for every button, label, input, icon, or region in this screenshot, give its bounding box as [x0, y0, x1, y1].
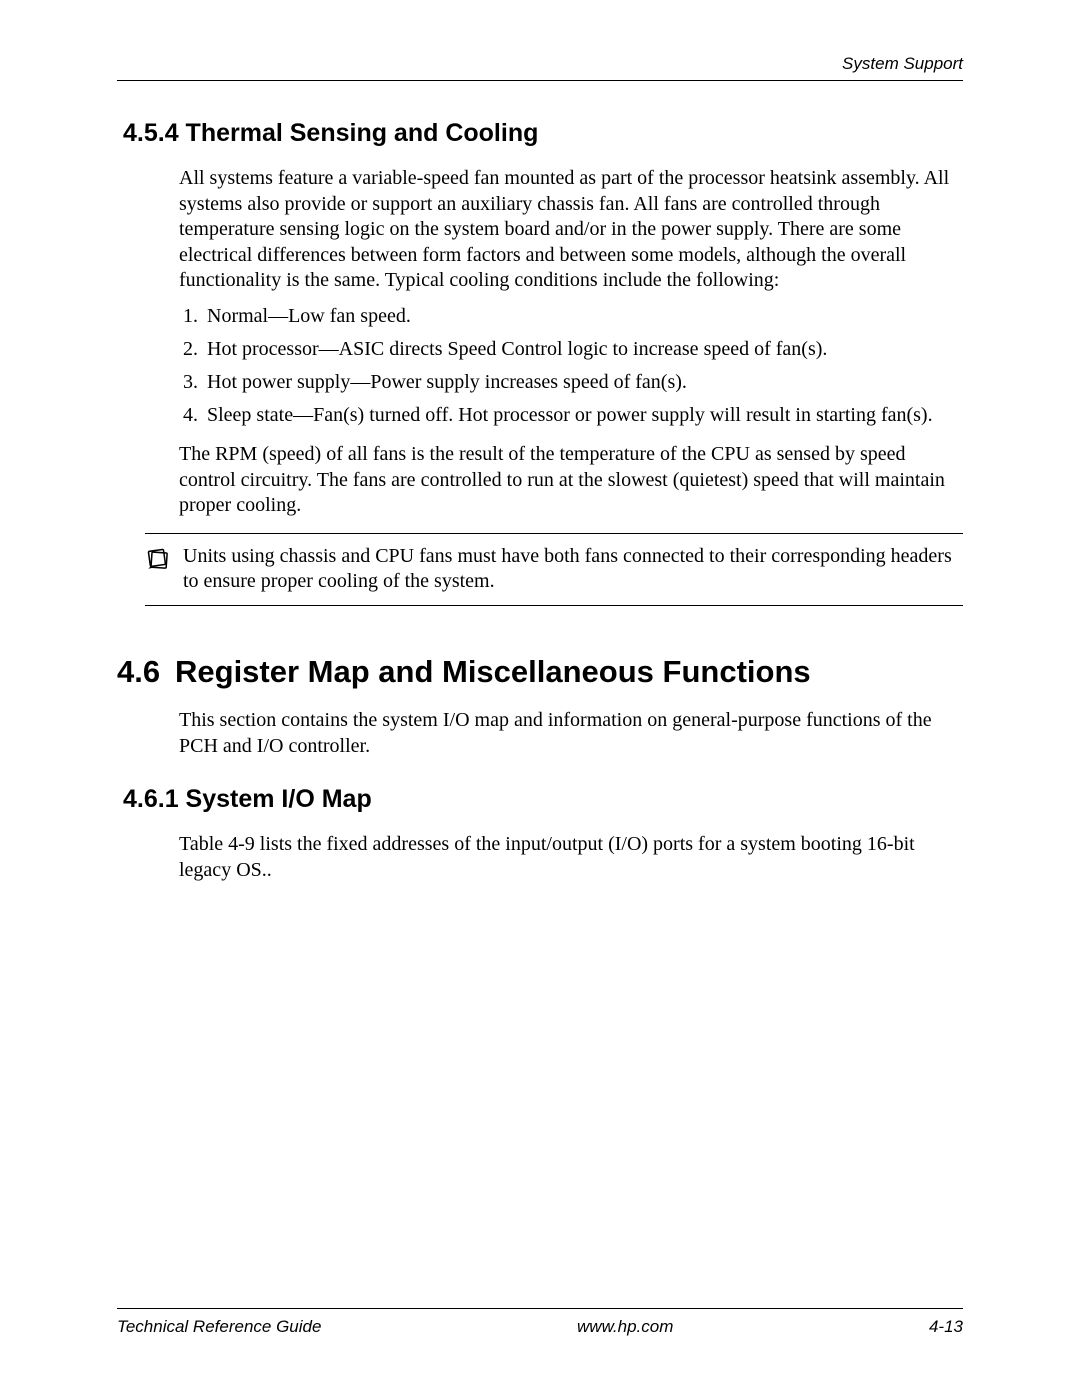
- note-text: Units using chassis and CPU fans must ha…: [183, 544, 963, 595]
- note-icon: [145, 546, 173, 577]
- footer-center: www.hp.com: [577, 1317, 673, 1337]
- footer-left: Technical Reference Guide: [117, 1317, 321, 1337]
- header-rule: [117, 80, 963, 81]
- list-item: Hot power supply—Power supply increases …: [203, 370, 963, 395]
- para-461-1: Table 4-9 lists the fixed addresses of t…: [179, 832, 963, 883]
- cooling-conditions-list: Normal—Low fan speed. Hot processor—ASIC…: [203, 304, 963, 428]
- heading-4-6-title: Register Map and Miscellaneous Functions: [175, 654, 811, 689]
- header-section-label: System Support: [117, 54, 963, 80]
- note-row: Units using chassis and CPU fans must ha…: [145, 540, 963, 599]
- heading-4-6: 4.6Register Map and Miscellaneous Functi…: [117, 654, 963, 690]
- heading-4-6-number: 4.6: [117, 654, 175, 690]
- footer-row: Technical Reference Guide www.hp.com 4-1…: [117, 1317, 963, 1337]
- note-rule-top: [145, 533, 963, 534]
- section-4-5-4-body: All systems feature a variable-speed fan…: [179, 166, 963, 519]
- list-item: Hot processor—ASIC directs Speed Control…: [203, 337, 963, 362]
- note-rule-bottom: [145, 605, 963, 606]
- para-46-1: This section contains the system I/O map…: [179, 708, 963, 759]
- section-4-6-1-body: Table 4-9 lists the fixed addresses of t…: [179, 832, 963, 883]
- page: System Support 4.5.4 Thermal Sensing and…: [0, 0, 1080, 883]
- footer-rule: [117, 1308, 963, 1309]
- para-454-2: The RPM (speed) of all fans is the resul…: [179, 442, 963, 519]
- note-block: Units using chassis and CPU fans must ha…: [145, 533, 963, 606]
- heading-4-6-1: 4.6.1 System I/O Map: [123, 785, 963, 814]
- section-4-6-body: This section contains the system I/O map…: [179, 708, 963, 759]
- footer: Technical Reference Guide www.hp.com 4-1…: [117, 1308, 963, 1337]
- list-item: Sleep state—Fan(s) turned off. Hot proce…: [203, 403, 963, 428]
- heading-4-5-4: 4.5.4 Thermal Sensing and Cooling: [123, 119, 963, 148]
- para-454-1: All systems feature a variable-speed fan…: [179, 166, 963, 294]
- list-item: Normal—Low fan speed.: [203, 304, 963, 329]
- footer-right: 4-13: [929, 1317, 963, 1337]
